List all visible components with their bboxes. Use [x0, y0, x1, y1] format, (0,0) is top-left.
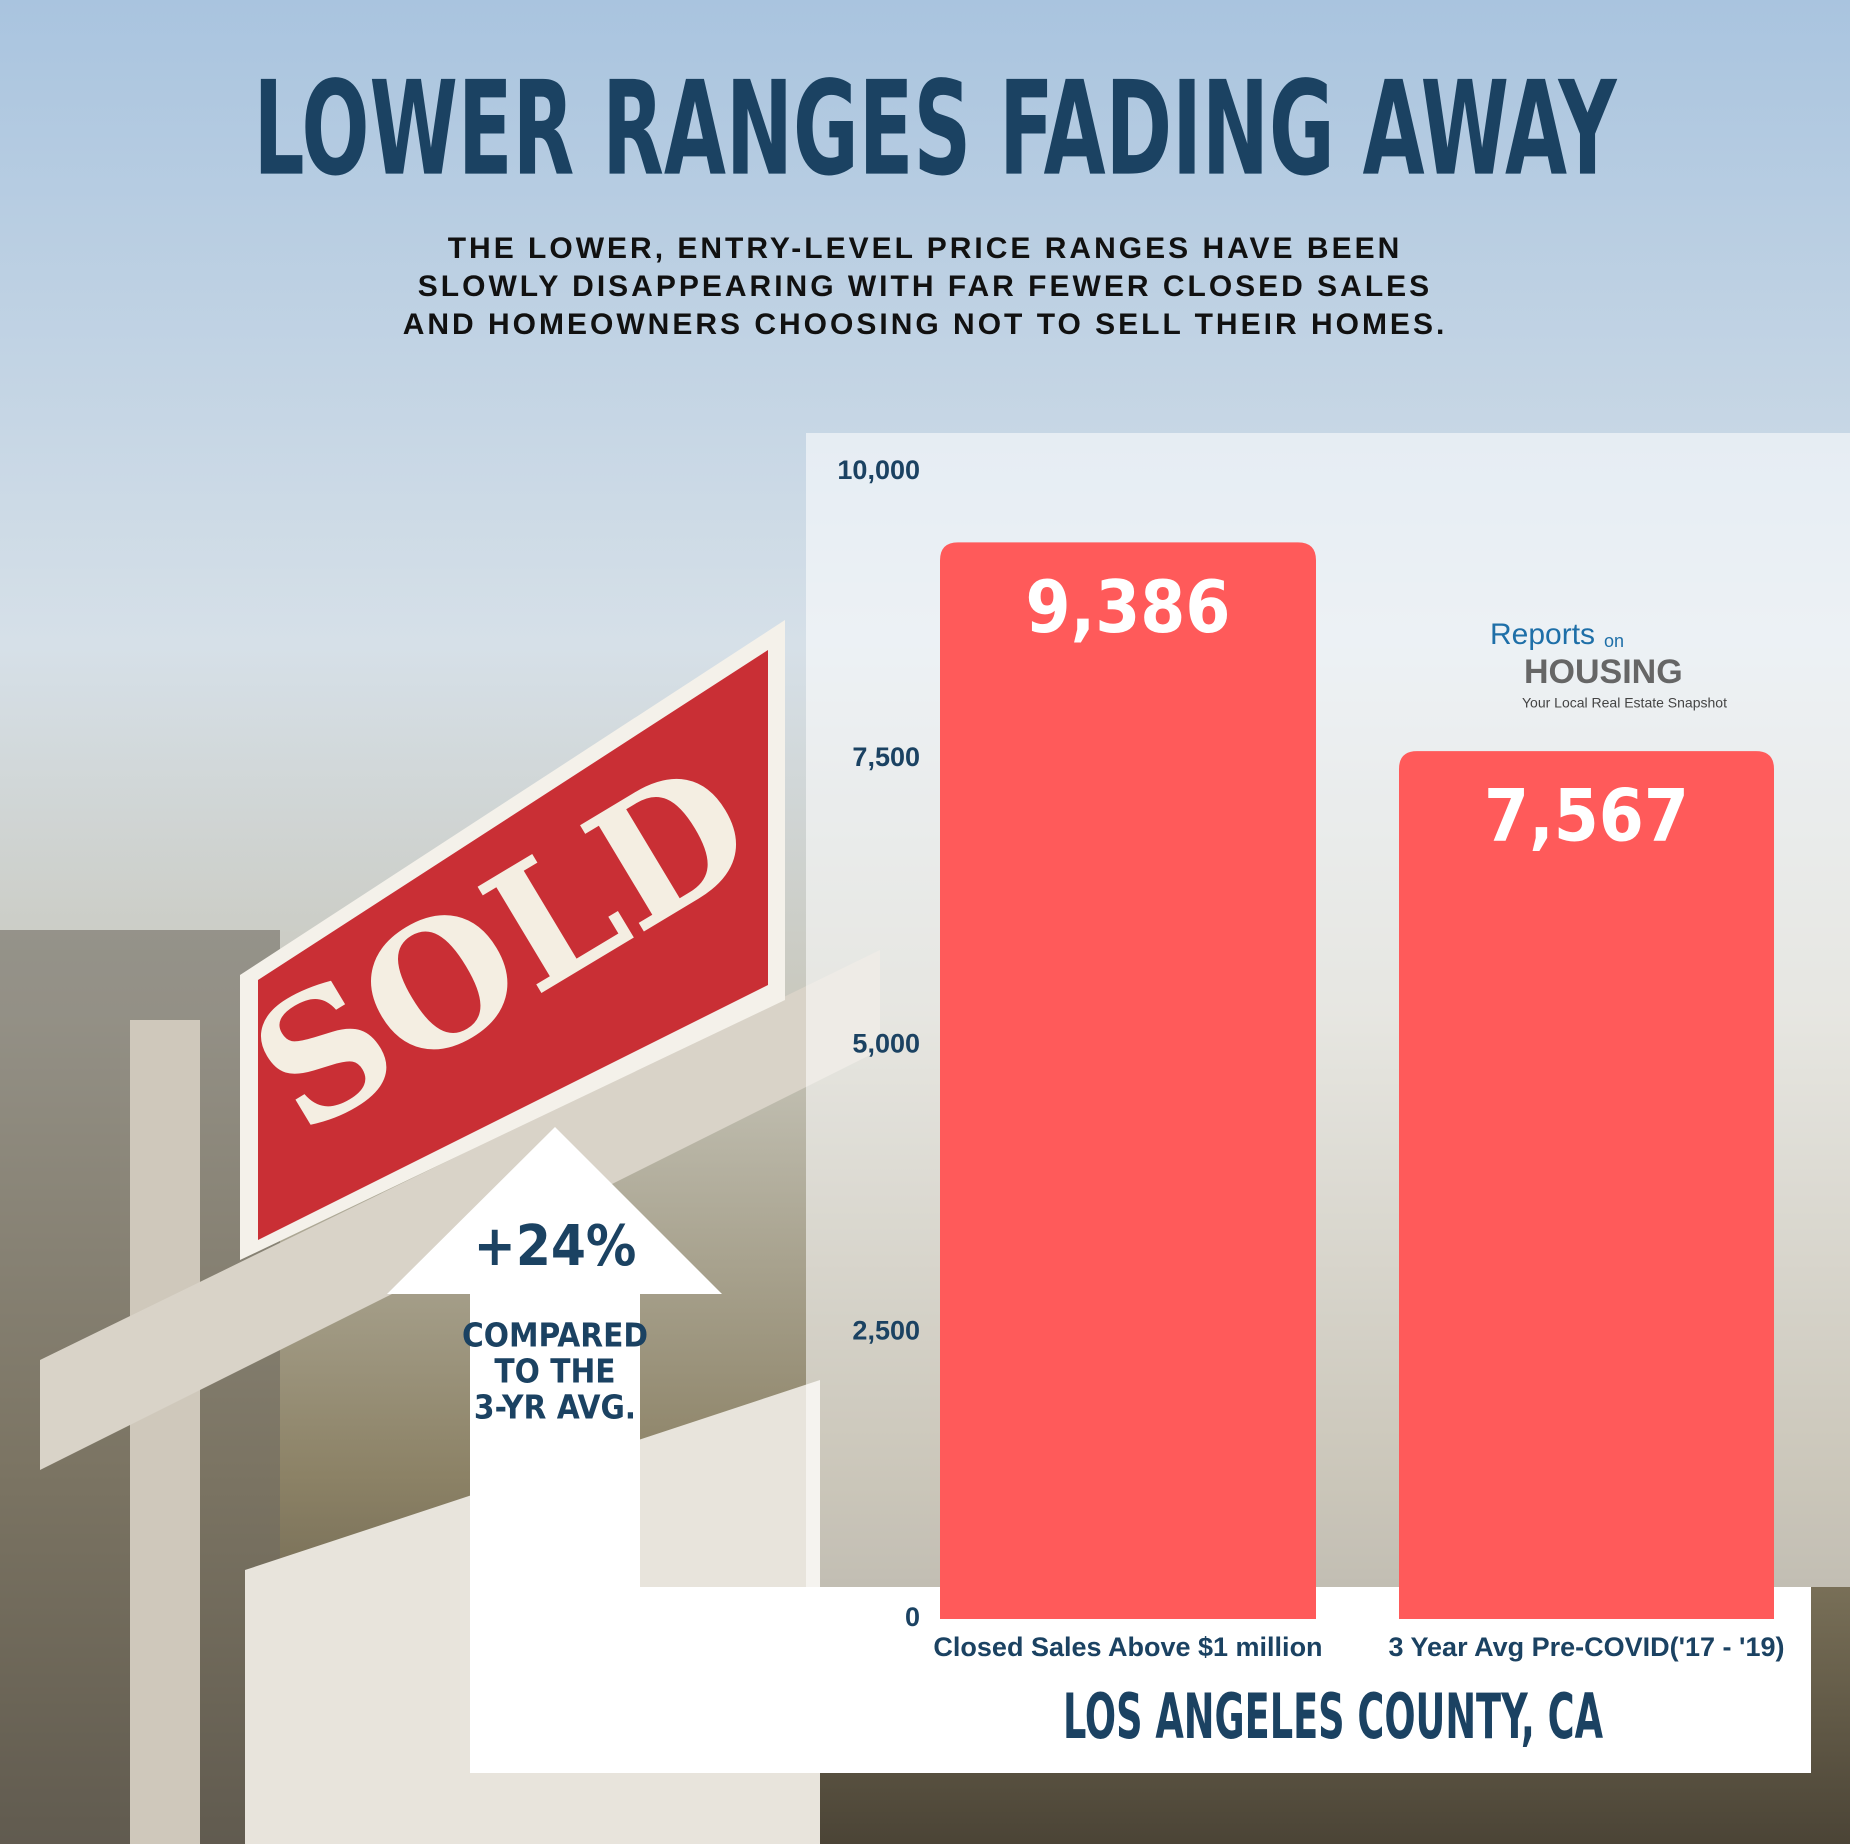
- y-tick-label: 7,500: [852, 742, 920, 772]
- x-tick-label: 3 Year Avg Pre-COVID('17 - '19): [1388, 1632, 1784, 1662]
- annotation-subtext: COMPARED: [462, 1316, 648, 1355]
- y-tick-label: 0: [905, 1602, 920, 1632]
- logo-tagline: Your Local Real Estate Snapshot: [1522, 695, 1727, 711]
- logo-name: Reports: [1490, 618, 1595, 651]
- subtitle-line: SLOWLY DISAPPEARING WITH FAR FEWER CLOSE…: [418, 270, 1432, 303]
- logo-name: on: [1604, 631, 1624, 651]
- y-tick-label: 2,500: [852, 1315, 920, 1345]
- subtitle-line: THE LOWER, ENTRY-LEVEL PRICE RANGES HAVE…: [448, 232, 1403, 265]
- value-label: 9,386: [1026, 565, 1231, 649]
- x-tick-label: Closed Sales Above $1 million: [933, 1632, 1322, 1662]
- annotation: +24%: [474, 1214, 637, 1279]
- y-tick-label: 5,000: [852, 1029, 920, 1059]
- subtitle-line: AND HOMEOWNERS CHOOSING NOT TO SELL THEI…: [403, 308, 1448, 341]
- value-label: 7,567: [1484, 774, 1689, 858]
- x-axis-title: LOS ANGELES COUNTY, CA: [1063, 1680, 1603, 1753]
- sign-post: [130, 1020, 200, 1844]
- sign-face: [258, 650, 768, 1240]
- sign-arm: [40, 950, 880, 1470]
- annotation-subtext: 3-YR AVG.: [474, 1388, 636, 1427]
- chart-title: LOWER RANGES FADING AWAY: [254, 53, 1618, 205]
- bar: [940, 542, 1316, 1619]
- bar: [1399, 751, 1774, 1619]
- y-tick-label: 10,000: [837, 455, 920, 485]
- logo-name: HOUSING: [1524, 653, 1683, 691]
- arrow: [387, 1127, 722, 1773]
- annotation-subtext: TO THE: [494, 1352, 615, 1391]
